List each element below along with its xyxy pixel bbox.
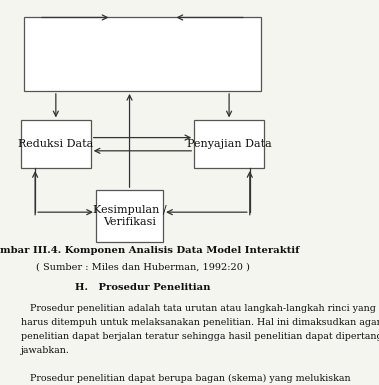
Text: ( Sumber : Miles dan Huberman, 1992:20 ): ( Sumber : Miles dan Huberman, 1992:20 ) (36, 263, 249, 272)
FancyBboxPatch shape (96, 190, 163, 241)
Text: H.   Prosedur Penelitian: H. Prosedur Penelitian (75, 283, 210, 292)
Text: penelitian dapat berjalan teratur sehingga hasil penelitian dapat dipertanggung-: penelitian dapat berjalan teratur sehing… (21, 332, 379, 341)
Text: harus ditempuh untuk melaksanakan penelitian. Hal ini dimaksudkan agar: harus ditempuh untuk melaksanakan peneli… (21, 318, 379, 327)
Text: Gambar III.4. Komponen Analisis Data Model Interaktif: Gambar III.4. Komponen Analisis Data Mod… (0, 246, 300, 255)
Text: Penyajian Data: Penyajian Data (187, 139, 271, 149)
FancyBboxPatch shape (194, 121, 264, 168)
Text: jawabkan.: jawabkan. (21, 346, 70, 355)
FancyBboxPatch shape (21, 121, 91, 168)
Text: Reduksi Data: Reduksi Data (18, 139, 94, 149)
Text: Prosedur penelitian adalah tata urutan atau langkah-langkah rinci yang: Prosedur penelitian adalah tata urutan a… (21, 304, 376, 313)
Text: Prosedur penelitian dapat berupa bagan (skema) yang melukiskan: Prosedur penelitian dapat berupa bagan (… (21, 374, 351, 383)
FancyBboxPatch shape (23, 17, 262, 91)
Text: Kesimpulan /
Verifikasi: Kesimpulan / Verifikasi (93, 205, 166, 227)
